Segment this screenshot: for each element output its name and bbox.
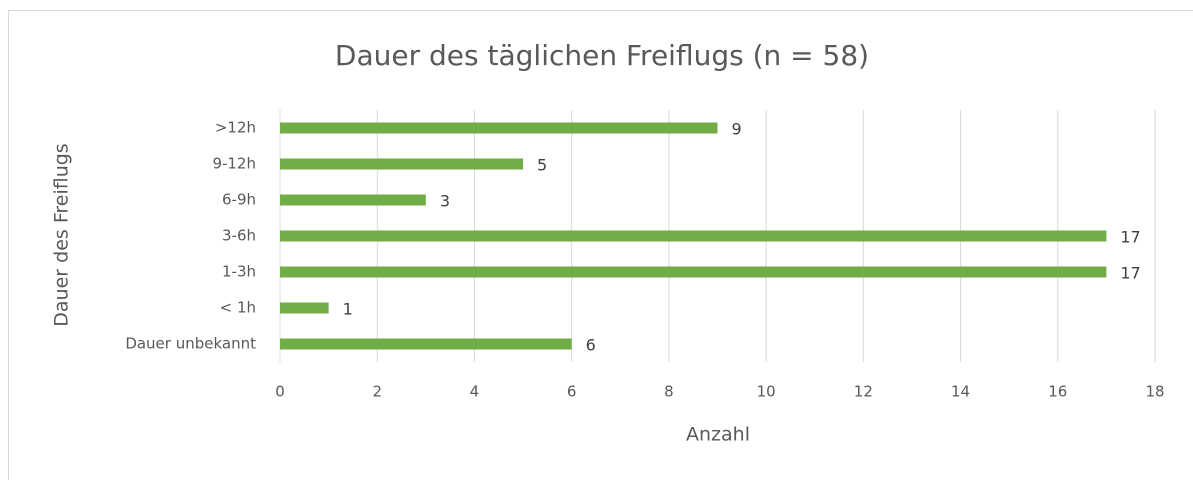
bar — [280, 266, 1107, 278]
bar — [280, 230, 1107, 242]
x-tick-label: 0 — [275, 383, 285, 401]
chart-frame — [8, 10, 1193, 480]
bar — [280, 194, 426, 206]
y-tick-label: 6-9h — [222, 191, 256, 209]
bar — [280, 302, 329, 314]
data-label: 5 — [537, 156, 547, 175]
x-tick-label: 6 — [567, 383, 577, 401]
x-tick-label: 4 — [470, 383, 480, 401]
data-label: 17 — [1120, 264, 1140, 283]
y-tick-label: >12h — [215, 119, 256, 137]
y-tick-label: 1-3h — [222, 263, 256, 281]
data-label: 17 — [1120, 228, 1140, 247]
y-axis-title: Dauer des Freiflugs — [51, 143, 73, 326]
bar — [280, 338, 572, 350]
x-tick-label: 2 — [372, 383, 382, 401]
x-tick-label: 16 — [1048, 383, 1067, 401]
x-tick-label: 14 — [951, 383, 970, 401]
bar — [280, 158, 524, 170]
x-tick-label: 10 — [757, 383, 776, 401]
x-tick-label: 8 — [664, 383, 674, 401]
y-tick-label: 3-6h — [222, 227, 256, 245]
y-tick-label: 9-12h — [212, 155, 256, 173]
data-label: 1 — [343, 300, 353, 319]
data-label: 3 — [440, 192, 450, 211]
x-tick-label: 12 — [854, 383, 873, 401]
y-tick-label: < 1h — [220, 299, 256, 317]
chart-title: Dauer des täglichen Freiflugs (n = 58) — [335, 39, 869, 72]
data-label: 6 — [586, 336, 596, 355]
bar — [280, 122, 718, 134]
x-tick-label: 18 — [1145, 383, 1164, 401]
y-tick-label: Dauer unbekannt — [125, 335, 256, 353]
x-axis-title: Anzahl — [686, 424, 750, 446]
data-label: 9 — [732, 120, 742, 139]
